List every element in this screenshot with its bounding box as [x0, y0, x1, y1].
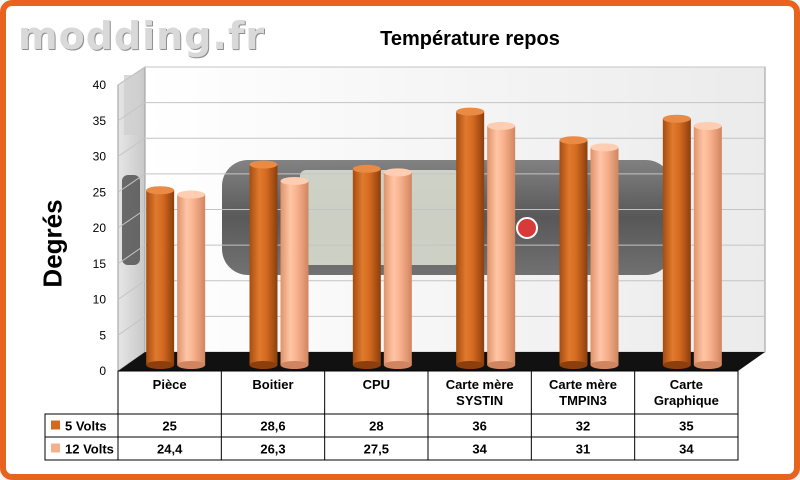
bar-cap	[693, 121, 722, 130]
gridline	[117, 209, 765, 229]
bar-12v-1	[280, 176, 309, 369]
y-tick-label: 15	[93, 257, 107, 271]
bar-12v-3	[487, 121, 516, 369]
bar-body	[146, 190, 175, 365]
category-label: Boitier	[252, 377, 293, 392]
bar-body	[559, 140, 588, 365]
device-photo-button	[516, 217, 538, 239]
gridline	[117, 173, 765, 193]
y-tick-label: 30	[93, 150, 107, 164]
bar-base	[662, 361, 691, 369]
y-tick-label: 5	[99, 328, 106, 342]
bar-12v-0	[177, 190, 206, 369]
bar-5v-2	[352, 164, 381, 369]
y-tick-label: 20	[93, 221, 107, 235]
bar-5v-4	[559, 136, 588, 369]
bar-5v-0	[146, 186, 175, 369]
bar-body	[249, 164, 278, 365]
gridline	[117, 66, 765, 86]
data-label: 31	[576, 442, 590, 457]
bar-body	[456, 111, 485, 365]
category-label: Graphique	[654, 393, 719, 408]
bar-body	[487, 125, 516, 366]
y-tick-label: 0	[99, 364, 106, 378]
gridline	[117, 315, 765, 336]
data-label: 32	[576, 419, 590, 434]
bar-cap	[177, 190, 206, 199]
category-label: CPU	[363, 377, 390, 392]
data-label: 34	[679, 442, 694, 457]
data-label: 24,4	[157, 442, 183, 457]
bar-5v-5	[662, 114, 691, 369]
data-label: 27,5	[364, 442, 389, 457]
bar-base	[693, 361, 722, 369]
category-label: TMPIN3	[559, 393, 607, 408]
data-label: 25	[162, 419, 176, 434]
y-tick-label: 25	[93, 185, 107, 199]
bar-12v-5	[693, 121, 722, 369]
y-axis-ticks: 0 5 10 15 20 25 30 35 40	[93, 78, 107, 378]
data-label: 35	[679, 419, 693, 434]
gridline	[117, 244, 765, 265]
bar-cap	[249, 160, 278, 169]
legend-key	[51, 420, 60, 430]
bar-body	[352, 168, 381, 365]
bar-body	[590, 147, 619, 365]
bar-cap	[487, 121, 516, 130]
bar-base	[146, 361, 175, 369]
side-photo-device	[122, 175, 140, 265]
category-label: SYSTIN	[456, 393, 503, 408]
bar-base	[177, 361, 206, 369]
bar-cap	[590, 143, 619, 152]
bar-cap	[352, 164, 381, 173]
bar-cap	[662, 114, 691, 123]
gridline	[117, 137, 765, 157]
bar-cap	[456, 107, 485, 116]
bar-5v-1	[249, 160, 278, 369]
bar-cap	[146, 186, 175, 195]
data-label: 26,3	[260, 442, 285, 457]
bar-body	[280, 180, 309, 365]
bar-base	[559, 361, 588, 369]
bar-base	[487, 361, 516, 369]
side-photo-logo	[124, 75, 140, 135]
bar-base	[280, 361, 309, 369]
category-label: Carte mère	[446, 377, 514, 392]
y-tick-label: 35	[93, 114, 107, 128]
legend-label: 5 Volts	[65, 419, 107, 434]
bar-body	[383, 172, 412, 365]
category-label: Carte mère	[549, 377, 617, 392]
bar-body	[177, 194, 206, 365]
legend-label: 12 Volts	[65, 442, 114, 457]
bar-base	[352, 361, 381, 369]
category-label: Carte	[670, 377, 703, 392]
bar-base	[456, 361, 485, 369]
bars	[146, 107, 722, 369]
data-label: 28,6	[260, 419, 285, 434]
bar-cap	[383, 168, 412, 177]
bar-body	[693, 125, 722, 366]
chart-title: Température repos	[380, 28, 560, 50]
bar-5v-3	[456, 107, 485, 369]
bar-body	[662, 118, 691, 365]
bar-12v-4	[590, 143, 619, 369]
category-label: Pièce	[153, 377, 187, 392]
bar-base	[590, 361, 619, 369]
data-label: 28	[369, 419, 383, 434]
bar-cap	[280, 176, 309, 185]
data-label: 34	[472, 442, 487, 457]
gridline	[117, 102, 765, 122]
data-label: 36	[472, 419, 486, 434]
watermark-logo: modding.fr	[18, 14, 266, 58]
y-tick-label: 10	[93, 293, 107, 307]
bar-cap	[559, 136, 588, 145]
bar-12v-2	[383, 168, 412, 369]
bar-base	[249, 361, 278, 369]
bar-base	[383, 361, 412, 369]
y-tick-label: 40	[93, 78, 107, 92]
gridline	[117, 280, 765, 300]
legend-key	[51, 443, 60, 453]
